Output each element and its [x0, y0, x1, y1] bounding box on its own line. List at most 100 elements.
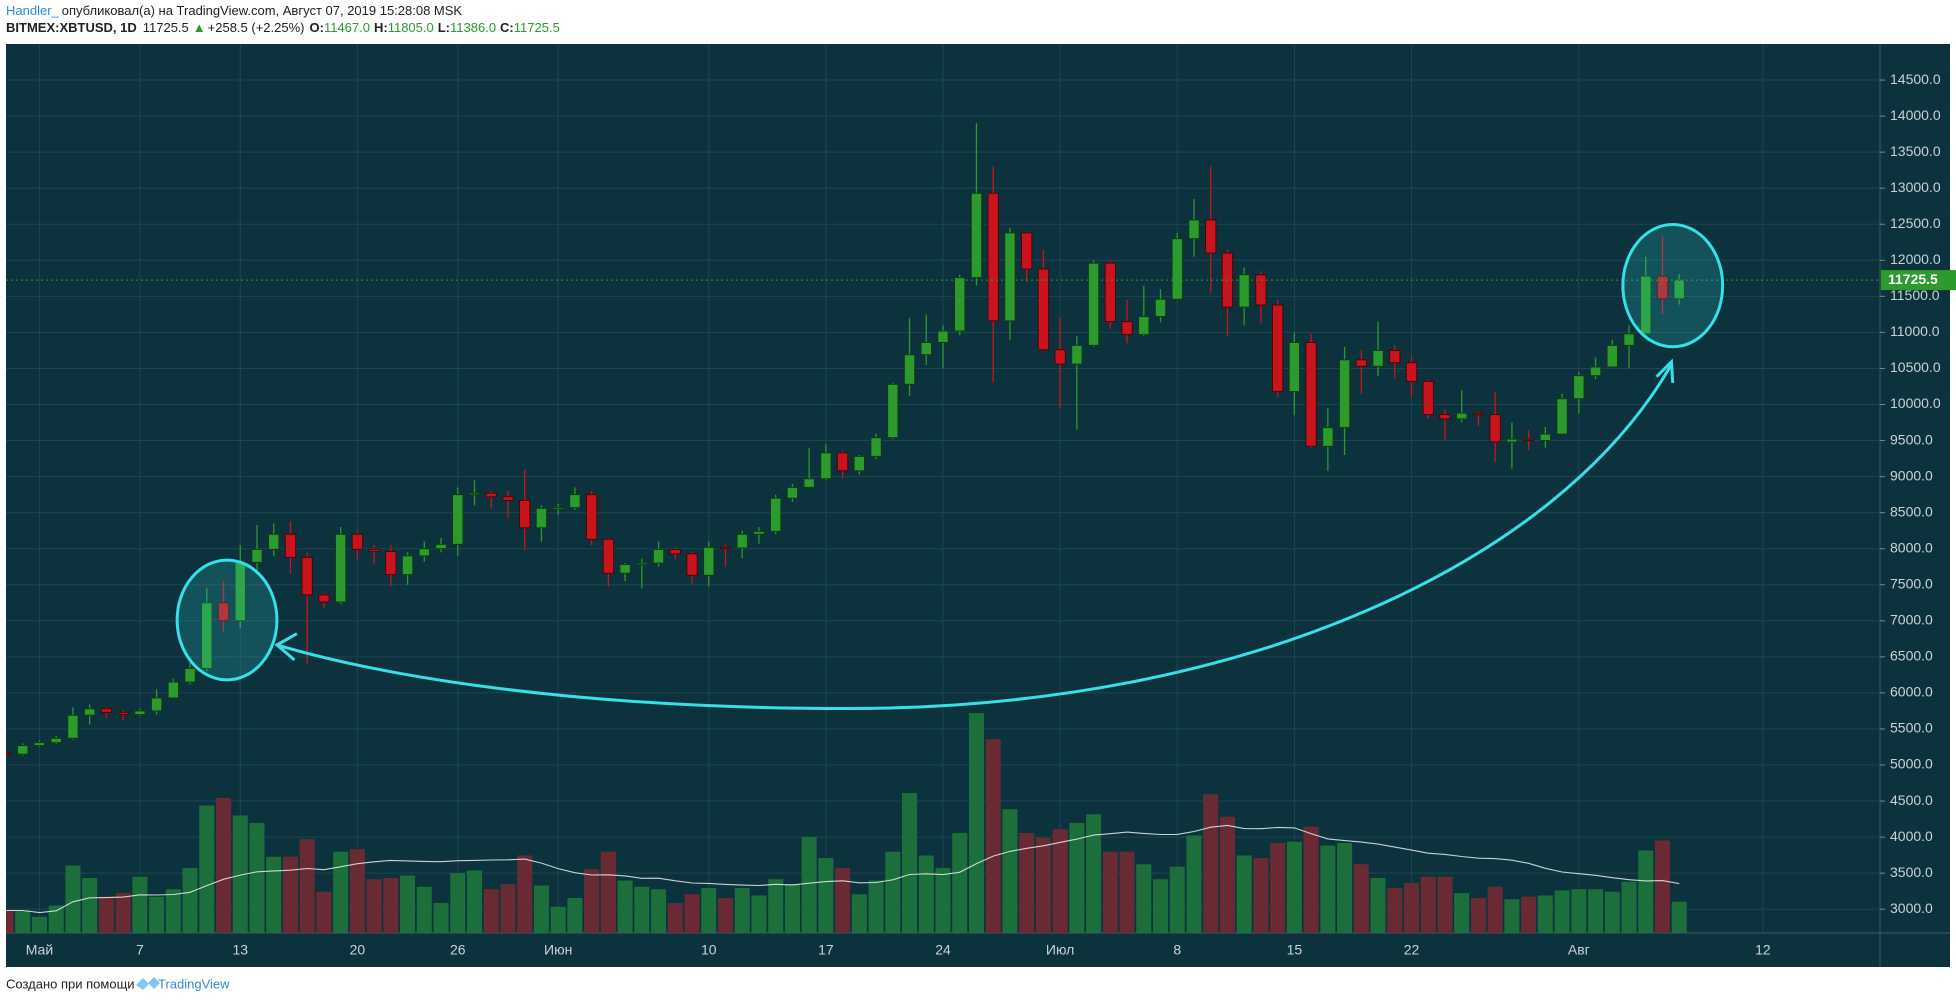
candle-body: [1389, 349, 1401, 364]
candle-body: [920, 341, 932, 356]
candle-body: [50, 737, 62, 744]
candle-body: [1071, 344, 1083, 365]
volume-bar: [584, 869, 600, 933]
candle-body: [6, 752, 12, 755]
volume-bar: [550, 906, 566, 933]
y-tick-label: 7000.0: [1890, 612, 1933, 628]
candle-body: [284, 533, 297, 558]
candle-body: [100, 708, 113, 713]
volume-bar: [1487, 886, 1503, 933]
volume-bar: [734, 888, 750, 933]
x-tick-label: 8: [1173, 942, 1181, 958]
volume-bar: [1002, 809, 1018, 933]
candle-body: [17, 745, 29, 755]
candle-body: [535, 507, 548, 529]
y-tick-label: 5000.0: [1890, 756, 1933, 772]
candle-body: [853, 455, 866, 472]
volume-bar: [567, 898, 583, 933]
candle-body: [786, 486, 799, 499]
x-tick-label: 26: [450, 942, 466, 958]
x-tick-label: Июн: [544, 942, 572, 958]
candle-body: [887, 383, 899, 439]
volume-bar: [98, 896, 114, 933]
candle-body: [1472, 412, 1485, 416]
candle-body: [1205, 219, 1217, 254]
volume-bar: [600, 851, 616, 933]
volume-bar: [1437, 876, 1453, 933]
candle-body: [351, 533, 364, 550]
candle-layer: [6, 123, 1880, 757]
volume-bar: [617, 880, 633, 933]
candle-body: [318, 594, 330, 603]
volume-bar: [651, 889, 667, 933]
candle-body: [150, 697, 163, 712]
close: 11725.5: [514, 20, 560, 35]
y-tick-label: 12500.0: [1890, 215, 1941, 231]
candle-body: [1372, 349, 1384, 367]
tv-brand[interactable]: TradingView: [158, 976, 230, 991]
volume-bar: [1504, 899, 1520, 933]
candle-body: [1656, 275, 1669, 300]
candle-body: [1556, 398, 1568, 435]
candle-body: [1054, 349, 1066, 365]
candle-body: [703, 546, 715, 576]
candle-body: [334, 533, 347, 603]
y-tick-label: 11500.0: [1890, 287, 1940, 303]
volume-bar: [701, 888, 717, 933]
y-tick-label: 3500.0: [1890, 864, 1933, 880]
volume-bar: [517, 855, 533, 933]
candle-body: [820, 452, 832, 480]
author[interactable]: Handler_: [6, 3, 60, 18]
candle-body: [803, 478, 815, 488]
high-label: H:: [374, 20, 388, 35]
curved-arrow: [276, 363, 1673, 711]
volume-bar: [1019, 833, 1035, 933]
change: +258.5 (+2.25%): [208, 20, 305, 35]
volume-bar: [1286, 841, 1302, 933]
footer-text: Создано при помощи: [6, 976, 135, 991]
x-tick-label: 22: [1404, 942, 1420, 958]
volume-bar: [65, 865, 81, 933]
candle-body: [1422, 380, 1434, 416]
candle-body: [117, 711, 129, 716]
candle-body: [1355, 359, 1367, 367]
candle-body: [870, 437, 882, 457]
volume-bar: [500, 884, 516, 933]
volume-bar: [1387, 888, 1403, 933]
x-tick-label: 7: [136, 942, 144, 958]
y-tick-label: 6500.0: [1890, 648, 1933, 664]
candle-body: [1405, 362, 1418, 382]
candle-body: [1673, 279, 1685, 300]
candle-body: [636, 562, 648, 566]
candle-body: [769, 497, 782, 532]
candle-body: [903, 354, 916, 385]
candle-body: [569, 494, 581, 509]
volume-bar: [1102, 851, 1118, 933]
candle-body: [368, 548, 380, 553]
tv-logo[interactable]: TradingView: [136, 976, 230, 991]
candle-body: [1322, 427, 1334, 447]
candle-body: [519, 499, 531, 529]
candle-body: [1305, 341, 1317, 447]
y-tick-label: 4000.0: [1890, 828, 1933, 844]
candle-body: [1154, 298, 1167, 318]
volume-bar: [851, 894, 867, 933]
symbol: BITMEX:XBTUSD, 1D: [6, 20, 137, 35]
candle-body: [435, 543, 447, 550]
x-tick-label: Авг: [1568, 942, 1590, 958]
candle-body: [652, 548, 665, 564]
volume-bar: [1671, 901, 1687, 933]
volume-bar: [466, 870, 483, 933]
candle-body: [83, 708, 96, 716]
tv-logo-icon[interactable]: [136, 977, 160, 990]
volume-bar: [31, 916, 47, 933]
volume-bar: [400, 875, 416, 933]
x-tick-label: 10: [701, 942, 717, 958]
candle-body: [485, 492, 497, 498]
header-line-1: Handler_ опубликовал(а) на TradingView.co…: [6, 3, 462, 18]
candle-body: [1640, 275, 1652, 335]
candle-body: [1506, 438, 1518, 443]
volume-bar: [768, 879, 784, 933]
candle-body: [954, 277, 966, 332]
